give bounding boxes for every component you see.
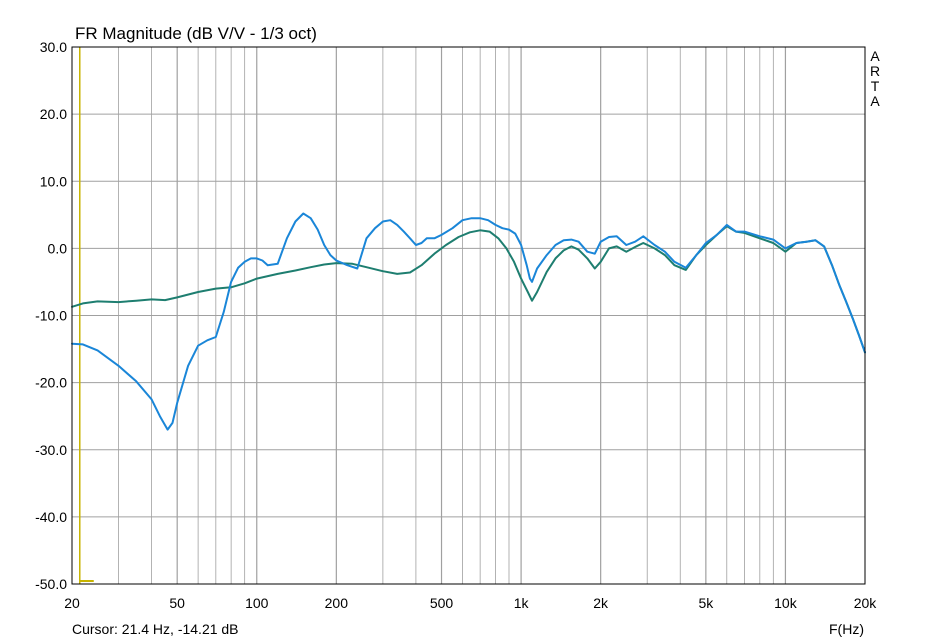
y-tick-label: 10.0 <box>40 173 67 189</box>
brand-letter: A <box>870 48 880 64</box>
cursor-readout: Cursor: 21.4 Hz, -14.21 dB <box>72 621 239 637</box>
x-tick-label: 20 <box>64 595 80 611</box>
y-tick-label: -20.0 <box>35 375 67 391</box>
y-tick-labels: 30.0 20.0 10.0 0.0 -10.0 -20.0 -30.0 -40.0 -50.0 <box>35 39 67 592</box>
brand-letter: T <box>871 78 880 94</box>
x-tick-label: 10k <box>774 595 798 611</box>
chart-title: FR Magnitude (dB V/V - 1/3 oct) <box>75 24 317 43</box>
y-tick-label: 0.0 <box>48 240 68 256</box>
brand-letter: R <box>870 63 880 79</box>
x-tick-label: 500 <box>430 595 454 611</box>
grid <box>72 47 865 584</box>
y-tick-label: 30.0 <box>40 39 67 55</box>
series-line-2 <box>71 212 866 431</box>
y-tick-label: 20.0 <box>40 106 67 122</box>
x-tick-label: 20k <box>854 595 878 611</box>
plot-frame <box>71 46 866 585</box>
x-tick-label: 1k <box>514 595 530 611</box>
x-tick-label: 100 <box>245 595 269 611</box>
brand-letter: A <box>870 93 880 109</box>
x-tick-label: 50 <box>169 595 185 611</box>
y-tick-label: -30.0 <box>35 442 67 458</box>
series-group <box>71 212 866 431</box>
x-tick-labels: 20 50 100 200 500 1k 2k 5k 10k 20k <box>64 595 877 611</box>
y-tick-label: -40.0 <box>35 509 67 525</box>
x-tick-label: 5k <box>698 595 714 611</box>
x-axis-label: F(Hz) <box>829 621 864 637</box>
x-tick-label: 200 <box>325 595 349 611</box>
y-tick-label: -10.0 <box>35 308 67 324</box>
x-tick-label: 2k <box>593 595 609 611</box>
series-line-1 <box>71 225 866 354</box>
y-tick-label: -50.0 <box>35 576 67 592</box>
